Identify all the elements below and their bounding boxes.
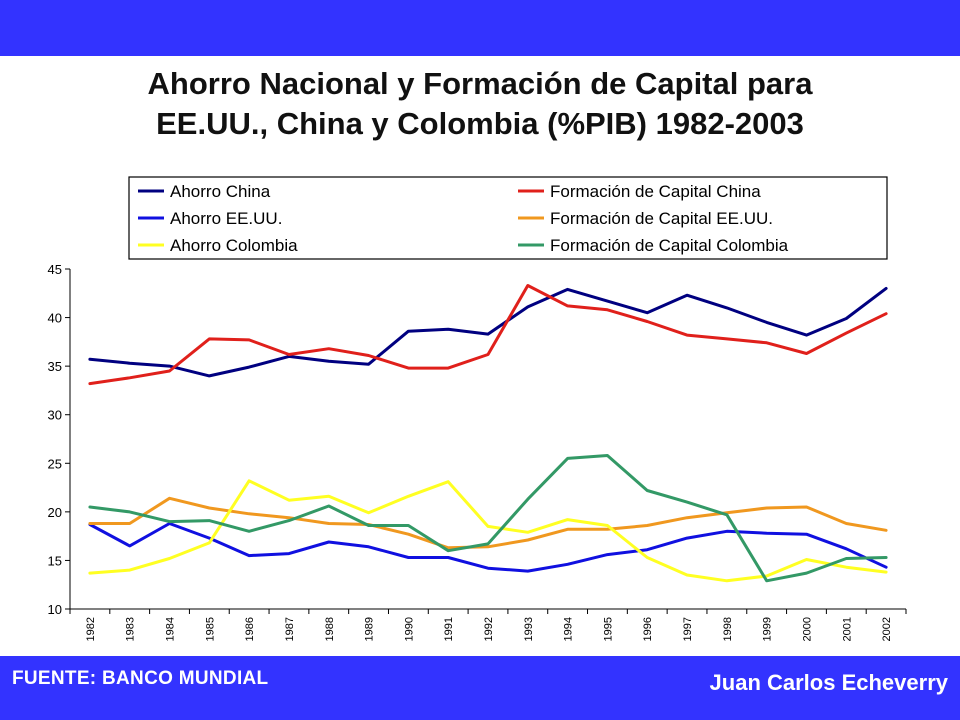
line-chart: 10 15 20 25 30 35 40 45 1982 1983 1984 1985 1986 1987… [48, 176, 907, 641]
footer-bar [0, 656, 960, 720]
y-tick-label: 40 [48, 311, 62, 326]
y-tick-label: 10 [48, 602, 62, 617]
x-tick-label: 1994 [563, 617, 575, 641]
source-text: FUENTE: BANCO MUNDIAL [12, 668, 269, 689]
y-tick-label: 30 [48, 408, 62, 423]
top-bar [0, 0, 960, 56]
x-tick-label: 1989 [364, 617, 376, 641]
x-tick-label: 1998 [722, 617, 734, 641]
page-title: Ahorro Nacional y Formación de Capital p… [40, 64, 920, 144]
author-text: Juan Carlos Echeverry [709, 670, 948, 695]
series-line [88, 522, 888, 573]
legend-label: Ahorro EE.UU. [170, 209, 282, 228]
x-tick-label: 1988 [324, 617, 336, 641]
title-line-2: EE.UU., China y Colombia (%PIB) 1982-200… [156, 106, 804, 141]
title-line-1: Ahorro Nacional y Formación de Capital p… [147, 66, 813, 101]
series-line [88, 284, 888, 386]
legend-box [128, 176, 888, 260]
y-tick-label: 45 [48, 262, 62, 277]
legend-label: Formación de Capital EE.UU. [550, 209, 773, 228]
series-line [88, 286, 888, 378]
legend-label: Ahorro Colombia [170, 236, 298, 255]
x-tick-label: 1997 [682, 617, 694, 641]
x-tick-label: 1999 [762, 617, 774, 641]
x-tick-label: 1990 [403, 617, 415, 641]
x-tick-label: 1984 [165, 617, 177, 641]
x-tick-label: 1983 [125, 617, 137, 641]
x-tick-label: 1993 [523, 617, 535, 641]
x-tick-label: 1987 [284, 617, 296, 641]
x-tick-label: 1986 [244, 617, 256, 641]
legend-label: Formación de Capital China [550, 182, 761, 201]
x-tick-label: 1995 [602, 617, 614, 641]
x-tick-label: 1985 [204, 617, 216, 641]
x-tick-label: 1982 [85, 617, 97, 641]
x-tick-label: 2000 [801, 617, 813, 641]
x-tick-label: 2002 [881, 617, 893, 641]
legend-label: Ahorro China [170, 182, 271, 201]
legend-label: Formación de Capital Colombia [550, 236, 789, 255]
x-tick-label: 2001 [841, 617, 853, 641]
x-tick-label: 1996 [642, 617, 654, 641]
x-tick-label: 1992 [483, 617, 495, 641]
y-tick-label: 25 [48, 456, 62, 471]
series-line [88, 479, 888, 583]
y-tick-label: 35 [48, 359, 62, 374]
y-tick-label: 20 [48, 505, 62, 520]
series-line [88, 454, 888, 583]
y-tick-label: 15 [48, 553, 62, 568]
series-line [88, 496, 888, 550]
x-tick-label: 1991 [443, 617, 455, 641]
